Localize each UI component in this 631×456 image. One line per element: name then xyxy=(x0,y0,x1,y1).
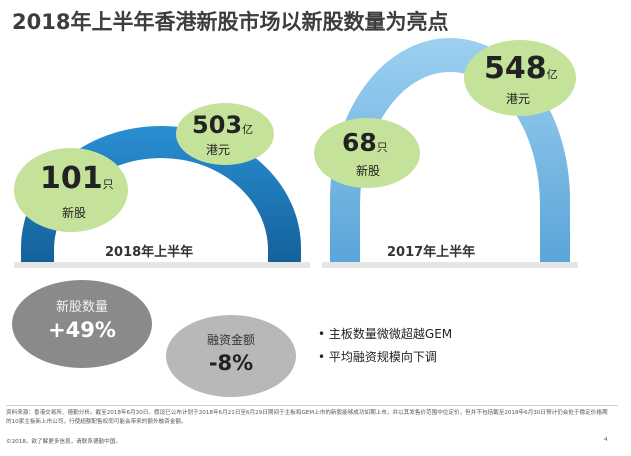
bullet-item: • 主板数量微微超越GEM xyxy=(318,327,453,341)
funds-raised-label-2018: 港元 xyxy=(206,143,231,157)
ipo-count-unit-2018: 只 xyxy=(102,178,114,191)
circle-funds-change: 融资金额 -8% xyxy=(166,315,296,397)
footnote: 资料来源：香港交易所、德勤分析。截至2018年6月30日。假设已公布计划于201… xyxy=(6,410,608,425)
funds-raised-2017: 548 xyxy=(484,51,547,86)
ipo-change-label: 新股数量 xyxy=(55,300,108,315)
ipo-change-value: +49% xyxy=(48,318,116,342)
bubble-ipo-count-2017: 68只 新股 xyxy=(314,118,420,188)
page-number: 4 xyxy=(604,437,608,443)
bullet-item: • 平均融资规模向下调 xyxy=(318,350,437,364)
period-label-2018: 2018年上半年 xyxy=(105,245,194,260)
bubble-funds-2018: 503亿 港元 xyxy=(176,103,274,165)
funds-change-value: -8% xyxy=(208,351,254,375)
ipo-count-2018: 101 xyxy=(40,161,103,196)
ipo-count-2017: 68 xyxy=(342,128,377,157)
funds-raised-unit-2017: 亿 xyxy=(546,68,558,81)
bullet-list: • 主板数量微微超越GEM • 平均融资规模向下调 xyxy=(318,325,452,371)
funds-raised-label-2017: 港元 xyxy=(506,92,531,106)
bubble-ipo-count-2018: 101只 新股 xyxy=(14,148,128,232)
ipo-count-label-2018: 新股 xyxy=(62,206,87,220)
ipo-count-unit-2017: 只 xyxy=(376,141,388,154)
bullet-text: 主板数量微微超越GEM xyxy=(328,327,453,341)
circle-ipo-change: 新股数量 +49% xyxy=(12,280,152,368)
funds-raised-2018: 503 xyxy=(192,111,243,139)
funds-change-label: 融资金额 xyxy=(206,333,255,347)
page-title: 2018年上半年香港新股市场以新股数量为亮点 xyxy=(12,10,449,34)
divider xyxy=(6,405,618,406)
bullet-text: 平均融资规模向下调 xyxy=(328,350,437,364)
ipo-count-label-2017: 新股 xyxy=(356,164,381,178)
bubble-funds-2017: 548亿 港元 xyxy=(464,40,576,116)
period-label-2017: 2017年上半年 xyxy=(387,245,476,260)
funds-raised-unit-2018: 亿 xyxy=(242,123,254,136)
copyright: ©2018。欲了解更多信息，请联系德勤中国。 xyxy=(6,439,121,445)
